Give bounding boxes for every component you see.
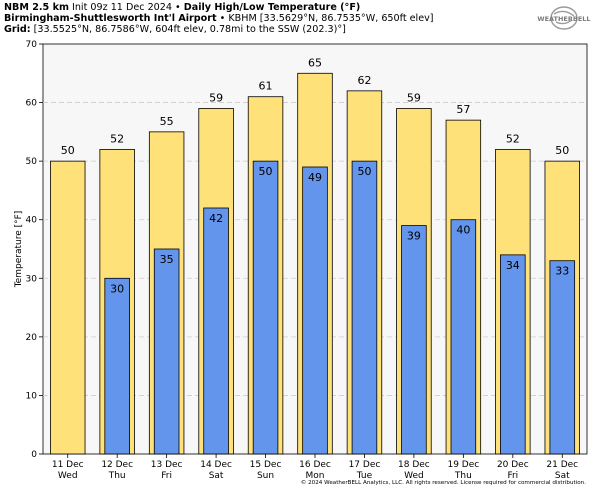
y-axis-label: Temperature [°F] xyxy=(14,211,24,289)
low-temp-bar xyxy=(252,160,279,455)
x-tick-date: 14 Dec xyxy=(200,460,232,470)
y-tick-label: 20 xyxy=(26,333,38,343)
high-temp-label: 52 xyxy=(506,132,520,145)
low-temp-bar xyxy=(500,254,526,455)
low-temp-bar xyxy=(450,219,477,455)
high-temp-label: 59 xyxy=(407,91,421,104)
high-temp-label: 50 xyxy=(61,144,75,157)
weatherbell-logo: WEATHERBELL xyxy=(537,6,591,30)
x-tick-day: Wed xyxy=(404,471,424,481)
separator-dot: • xyxy=(175,2,181,13)
x-tick-day: Mon xyxy=(306,471,325,481)
y-tick-label: 30 xyxy=(26,274,38,284)
init-time: Init 09z 11 Dec 2024 xyxy=(72,2,172,13)
header-line-3: Grid: [33.5525°N, 86.7586°W, 604ft elev,… xyxy=(4,24,346,36)
low-temp-bar xyxy=(549,260,576,455)
x-tick-date: 18 Dec xyxy=(398,460,430,470)
x-tick-day: Sat xyxy=(555,471,570,481)
high-temp-label: 55 xyxy=(160,115,174,128)
low-temp-label: 34 xyxy=(506,259,520,272)
grid-label: Grid: xyxy=(4,24,31,35)
header-line-2: Birmingham-Shuttlesworth Int'l Airport •… xyxy=(4,13,434,25)
chart-title: Daily High/Low Temperature (°F) xyxy=(183,2,361,13)
low-temp-label: 42 xyxy=(209,212,223,225)
low-temp-label: 50 xyxy=(259,165,273,178)
x-tick-day: Sat xyxy=(209,471,224,481)
header-line-1: NBM 2.5 km Init 09z 11 Dec 2024 • Daily … xyxy=(4,2,360,14)
high-temp-bar xyxy=(50,160,86,455)
x-tick-date: 19 Dec xyxy=(447,460,479,470)
weatherbell-swirl-logo-icon xyxy=(550,6,578,30)
y-tick-label: 10 xyxy=(26,391,38,401)
x-tick-date: 17 Dec xyxy=(349,460,381,470)
x-tick-day: Fri xyxy=(161,471,172,481)
x-tick-day: Sun xyxy=(257,471,274,481)
low-temp-bar xyxy=(401,225,427,455)
low-temp-label: 35 xyxy=(160,253,174,266)
x-tick-date: 21 Dec xyxy=(546,460,578,470)
y-tick-label: 50 xyxy=(26,157,38,167)
x-tick-date: 11 Dec xyxy=(52,460,84,470)
x-tick-day: Wed xyxy=(58,471,78,481)
y-tick-label: 40 xyxy=(26,216,38,226)
x-tick-day: Thu xyxy=(454,471,472,481)
y-tick-label: 70 xyxy=(26,40,38,50)
y-tick-label: 60 xyxy=(26,99,38,109)
x-tick-day: Fri xyxy=(507,471,518,481)
high-temp-label: 61 xyxy=(259,80,273,93)
high-temp-label: 57 xyxy=(456,103,470,116)
y-axis-ticks: 0 10 20 30 40 50 60 70 xyxy=(26,40,43,460)
copyright-footer: © 2024 WeatherBELL Analytics, LLC. All r… xyxy=(300,480,586,486)
x-tick-date: 12 Dec xyxy=(101,460,133,470)
model-name: NBM 2.5 km xyxy=(4,2,69,13)
separator-dot: • xyxy=(219,13,226,24)
x-tick-date: 16 Dec xyxy=(299,460,331,470)
high-temp-label: 62 xyxy=(357,74,371,87)
x-tick-day: Tue xyxy=(356,471,373,481)
station-info: KBHM [33.5629°N, 86.7535°W, 650ft elev] xyxy=(228,13,434,24)
low-temp-label: 30 xyxy=(110,282,124,295)
low-temp-bar xyxy=(351,160,378,455)
logo-text: WEATHERBELL xyxy=(537,15,590,23)
high-temp-label: 59 xyxy=(209,91,223,104)
grid-info: [33.5525°N, 86.7586°W, 604ft elev, 0.78m… xyxy=(33,24,346,35)
low-temp-label: 33 xyxy=(555,265,569,278)
low-temp-bar xyxy=(203,207,229,455)
x-tick-day: Thu xyxy=(108,471,126,481)
bars: 50 52 30 55 35 59 42 61 50 65 49 62 50 59 39 57 40 52 34 50… xyxy=(50,56,580,455)
low-temp-label: 50 xyxy=(357,165,371,178)
x-tick-date: 13 Dec xyxy=(151,460,183,470)
station-name: Birmingham-Shuttlesworth Int'l Airport xyxy=(4,13,217,24)
x-tick-date: 15 Dec xyxy=(250,460,282,470)
low-temp-label: 40 xyxy=(456,224,470,237)
high-temp-label: 65 xyxy=(308,56,322,69)
low-temp-bar xyxy=(104,277,130,455)
y-tick-label: 0 xyxy=(31,450,37,460)
low-temp-bar xyxy=(153,248,180,455)
high-temp-label: 52 xyxy=(110,132,124,145)
x-tick-date: 20 Dec xyxy=(497,460,529,470)
low-temp-label: 39 xyxy=(407,230,421,243)
low-temp-bar xyxy=(302,166,328,455)
high-temp-label: 50 xyxy=(555,144,569,157)
low-temp-label: 49 xyxy=(308,171,322,184)
